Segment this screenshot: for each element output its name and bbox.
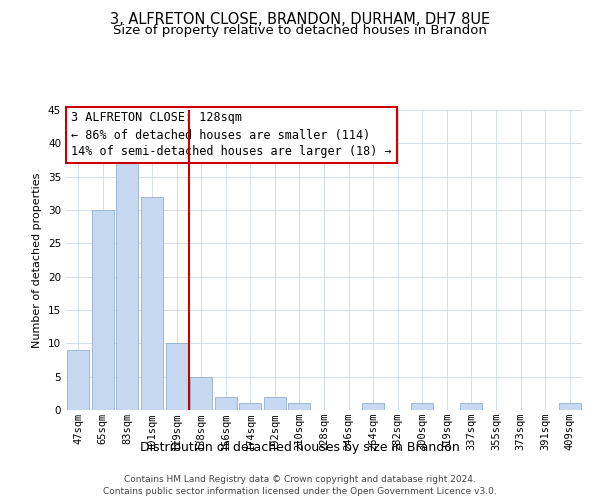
Text: Size of property relative to detached houses in Brandon: Size of property relative to detached ho…: [113, 24, 487, 37]
Bar: [289, 404, 310, 410]
Bar: [116, 164, 139, 410]
Bar: [190, 376, 212, 410]
Text: 3 ALFRETON CLOSE: 128sqm
← 86% of detached houses are smaller (114)
14% of semi-: 3 ALFRETON CLOSE: 128sqm ← 86% of detach…: [71, 112, 392, 158]
Bar: [264, 396, 286, 410]
Bar: [92, 210, 114, 410]
Y-axis label: Number of detached properties: Number of detached properties: [32, 172, 43, 348]
Bar: [362, 404, 384, 410]
Text: Distribution of detached houses by size in Brandon: Distribution of detached houses by size …: [140, 441, 460, 454]
Bar: [67, 350, 89, 410]
Bar: [559, 404, 581, 410]
Text: 3, ALFRETON CLOSE, BRANDON, DURHAM, DH7 8UE: 3, ALFRETON CLOSE, BRANDON, DURHAM, DH7 …: [110, 12, 490, 28]
Text: Contains HM Land Registry data © Crown copyright and database right 2024.: Contains HM Land Registry data © Crown c…: [124, 476, 476, 484]
Bar: [215, 396, 237, 410]
Text: Contains public sector information licensed under the Open Government Licence v3: Contains public sector information licen…: [103, 486, 497, 496]
Bar: [460, 404, 482, 410]
Bar: [411, 404, 433, 410]
Bar: [141, 196, 163, 410]
Bar: [239, 404, 262, 410]
Bar: [166, 344, 188, 410]
